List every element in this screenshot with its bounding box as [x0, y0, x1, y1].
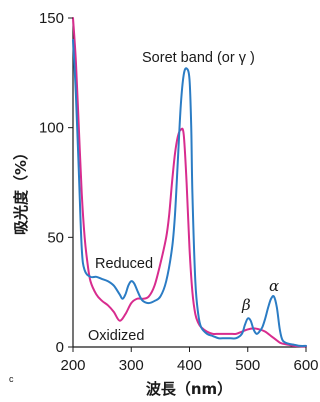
y-tick-label: 50: [47, 229, 64, 246]
y-axis-title: 吸光度（%）: [12, 145, 30, 235]
plot-area: 200 300 400 500 600 0 50 100 150: [39, 10, 319, 374]
x-tick-label: 200: [60, 357, 85, 374]
x-axis-title: 波長（nm）: [146, 380, 232, 398]
x-tick-label: 600: [293, 357, 318, 374]
y-tick-label: 0: [56, 339, 64, 356]
oxidized-label: Oxidized: [88, 328, 144, 344]
series-line-reduced: [72, 38, 307, 347]
x-tick-label: 300: [119, 357, 144, 374]
beta-band-label: β: [241, 296, 251, 314]
alpha-band-label: α: [269, 277, 279, 295]
tick-layer: 200 300 400 500 600 0 50 100 150: [39, 10, 319, 374]
y-tick-label: 100: [39, 120, 64, 137]
soret-band-label: Soret band (or γ ): [142, 50, 255, 66]
reduced-label: Reduced: [95, 256, 153, 272]
series-layer: [72, 17, 307, 348]
y-tick-label: 150: [39, 10, 64, 27]
x-tick-label: 400: [177, 357, 202, 374]
x-tick-label: 500: [235, 357, 260, 374]
series-line-oxidized: [72, 17, 307, 348]
corner-mark: c: [9, 374, 14, 384]
